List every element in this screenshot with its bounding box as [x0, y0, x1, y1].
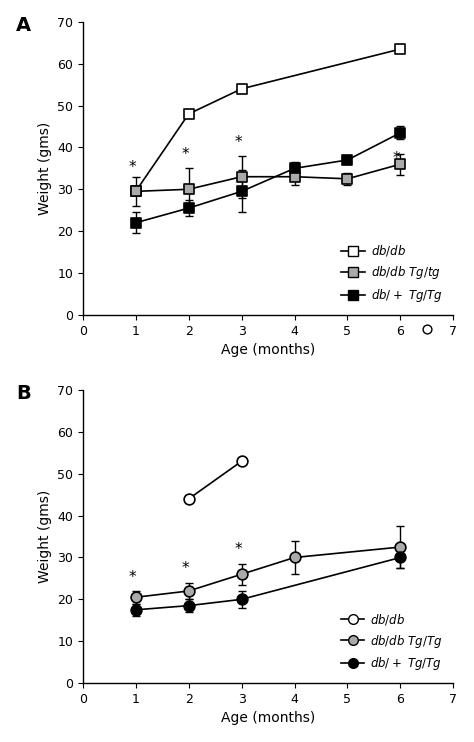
Point [291, 171, 298, 183]
Y-axis label: Weight (gms): Weight (gms) [37, 490, 52, 583]
Point [397, 551, 404, 563]
Text: A: A [16, 16, 31, 35]
Legend: $db/db$, $db/db\ Tg/tg$, $db/+\ Tg/Tg$: $db/db$, $db/db\ Tg/tg$, $db/+\ Tg/Tg$ [337, 239, 447, 309]
Point [397, 43, 404, 55]
Point [185, 585, 192, 597]
Point [185, 183, 192, 195]
X-axis label: Age (months): Age (months) [221, 712, 315, 726]
Text: *: * [181, 147, 189, 162]
Point [132, 186, 139, 197]
Point [132, 591, 139, 603]
Point [238, 594, 246, 605]
Point [185, 202, 192, 214]
Text: B: B [16, 384, 31, 403]
Point [185, 600, 192, 611]
Point [238, 83, 246, 95]
Point [344, 154, 351, 166]
Point [291, 162, 298, 174]
Point [185, 493, 192, 505]
Point [397, 541, 404, 553]
Text: *: * [128, 160, 136, 174]
Point [238, 186, 246, 197]
Point [238, 568, 246, 580]
Point [132, 217, 139, 229]
Text: *: * [234, 134, 242, 150]
Point [132, 604, 139, 616]
Y-axis label: Weight (gms): Weight (gms) [37, 122, 52, 215]
Point [397, 127, 404, 139]
Text: *: * [128, 570, 136, 585]
Point [238, 171, 246, 183]
Point [132, 186, 139, 197]
Point [423, 324, 431, 335]
Point [291, 551, 298, 563]
Legend: $db/db$, $db/db\ Tg/Tg$, $db/+\ Tg/Tg$: $db/db$, $db/db\ Tg/Tg$, $db/+\ Tg/Tg$ [336, 607, 447, 677]
X-axis label: Age (months): Age (months) [221, 343, 315, 357]
Text: *: * [181, 562, 189, 577]
Point [344, 173, 351, 185]
Text: *: * [234, 542, 242, 557]
Point [185, 108, 192, 120]
Point [397, 158, 404, 170]
Point [238, 456, 246, 467]
Text: *: * [393, 151, 401, 166]
